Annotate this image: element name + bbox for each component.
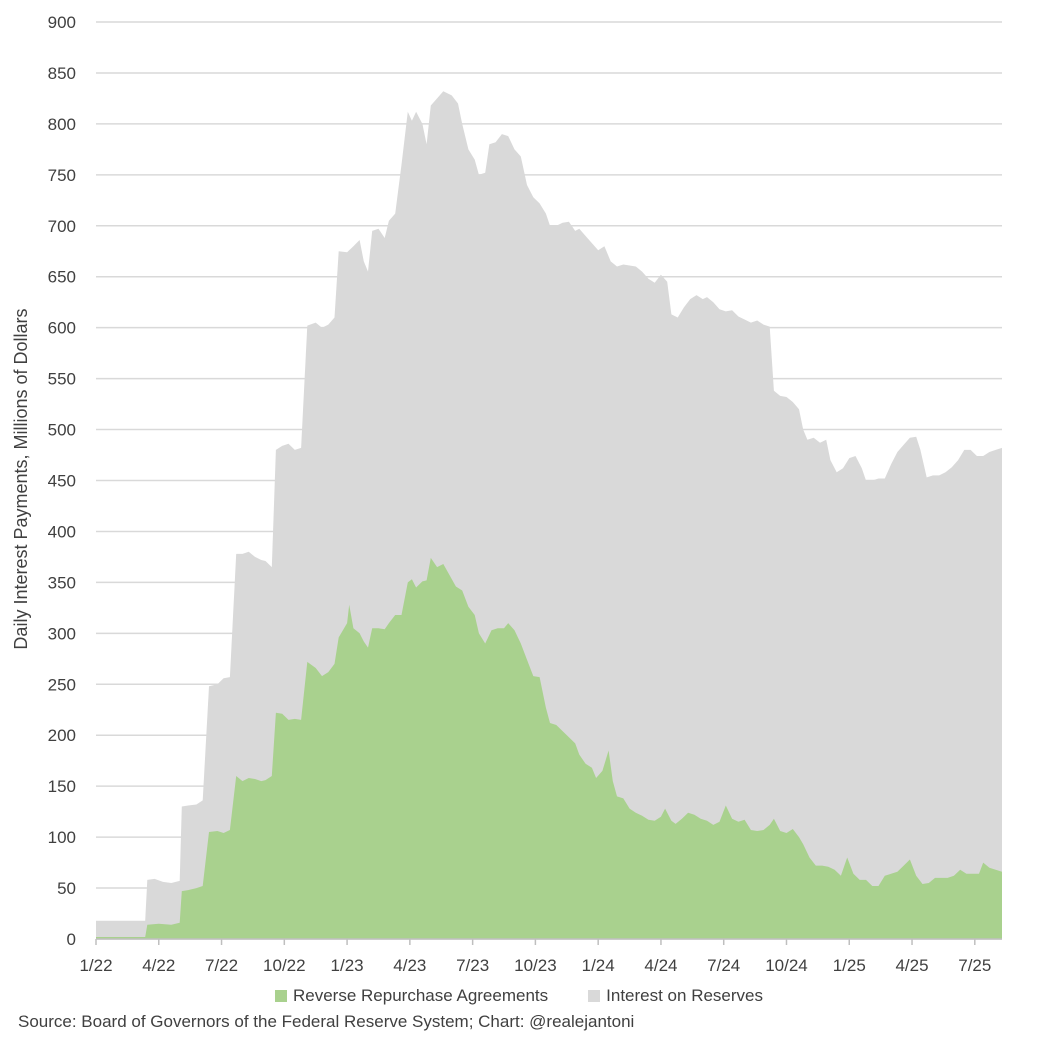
y-tick-label-650: 650	[48, 268, 76, 287]
y-tick-label-0: 0	[67, 930, 76, 949]
y-tick-label-150: 150	[48, 777, 76, 796]
y-tick-label-200: 200	[48, 726, 76, 745]
y-tick-label-850: 850	[48, 64, 76, 83]
chart-areas	[96, 91, 1002, 940]
x-tick-label-7-25: 7/25	[958, 956, 991, 975]
x-tick-label-1-25: 1/25	[833, 956, 866, 975]
x-tick-label-4-23: 4/23	[393, 956, 426, 975]
x-tick-label-1-22: 1/22	[79, 956, 112, 975]
legend-label-interest-on-reserves: Interest on Reserves	[606, 986, 763, 1005]
y-tick-label-300: 300	[48, 624, 76, 643]
y-tick-label-400: 400	[48, 522, 76, 541]
legend-swatch-interest-on-reserves	[588, 990, 601, 1002]
x-tick-label-10-23: 10/23	[514, 956, 557, 975]
legend-swatch-reverse-repo	[275, 990, 287, 1002]
y-tick-label-750: 750	[48, 166, 76, 185]
y-tick-label-350: 350	[48, 573, 76, 592]
x-tick-label-10-22: 10/22	[263, 956, 306, 975]
legend-item-interest-on-reserves: Interest on Reserves	[588, 986, 763, 1006]
chart: 0 50 100 150 200 250 300 350 400 450 500 550 600 650 7…	[11, 13, 1002, 975]
x-tick-label-1-23: 1/23	[331, 956, 364, 975]
y-tick-label-100: 100	[48, 828, 76, 847]
x-tick-label-1-24: 1/24	[582, 956, 615, 975]
y-tick-label-550: 550	[48, 370, 76, 389]
y-axis-label: Daily Interest Payments, Millions of Dol…	[11, 308, 31, 649]
y-tick-label-600: 600	[48, 319, 76, 338]
x-tick-label-4-25: 4/25	[895, 956, 928, 975]
x-tick-label-10-24: 10/24	[765, 956, 808, 975]
y-tick-label-450: 450	[48, 472, 76, 491]
x-axis-ticks: 1/22 4/22 7/22 10/22 1/23 4/23 7/23 10/23 1/24 4/…	[79, 938, 1002, 975]
x-tick-label-4-22: 4/22	[142, 956, 175, 975]
y-tick-label-50: 50	[57, 879, 76, 898]
y-tick-label-900: 900	[48, 13, 76, 32]
series-area-reverse-repurchase-agreements	[96, 557, 1002, 939]
x-tick-label-7-23: 7/23	[456, 956, 489, 975]
y-tick-label-500: 500	[48, 421, 76, 440]
x-tick-label-4-24: 4/24	[644, 956, 677, 975]
legend-item-reverse-repo: Reverse Repurchase Agreements	[275, 986, 548, 1006]
legend-label-reverse-repo: Reverse Repurchase Agreements	[293, 986, 549, 1005]
y-tick-label-700: 700	[48, 217, 76, 236]
legend: Reverse Repurchase Agreements Interest o…	[0, 986, 1038, 1006]
x-tick-label-7-24: 7/24	[707, 956, 740, 975]
x-tick-label-7-22: 7/22	[205, 956, 238, 975]
source-note: Source: Board of Governors of the Federa…	[18, 1012, 635, 1031]
y-tick-label-800: 800	[48, 115, 76, 134]
y-axis-ticks: 0 50 100 150 200 250 300 350 400 450 500 550 600 650 7…	[48, 13, 76, 949]
y-tick-label-250: 250	[48, 675, 76, 694]
